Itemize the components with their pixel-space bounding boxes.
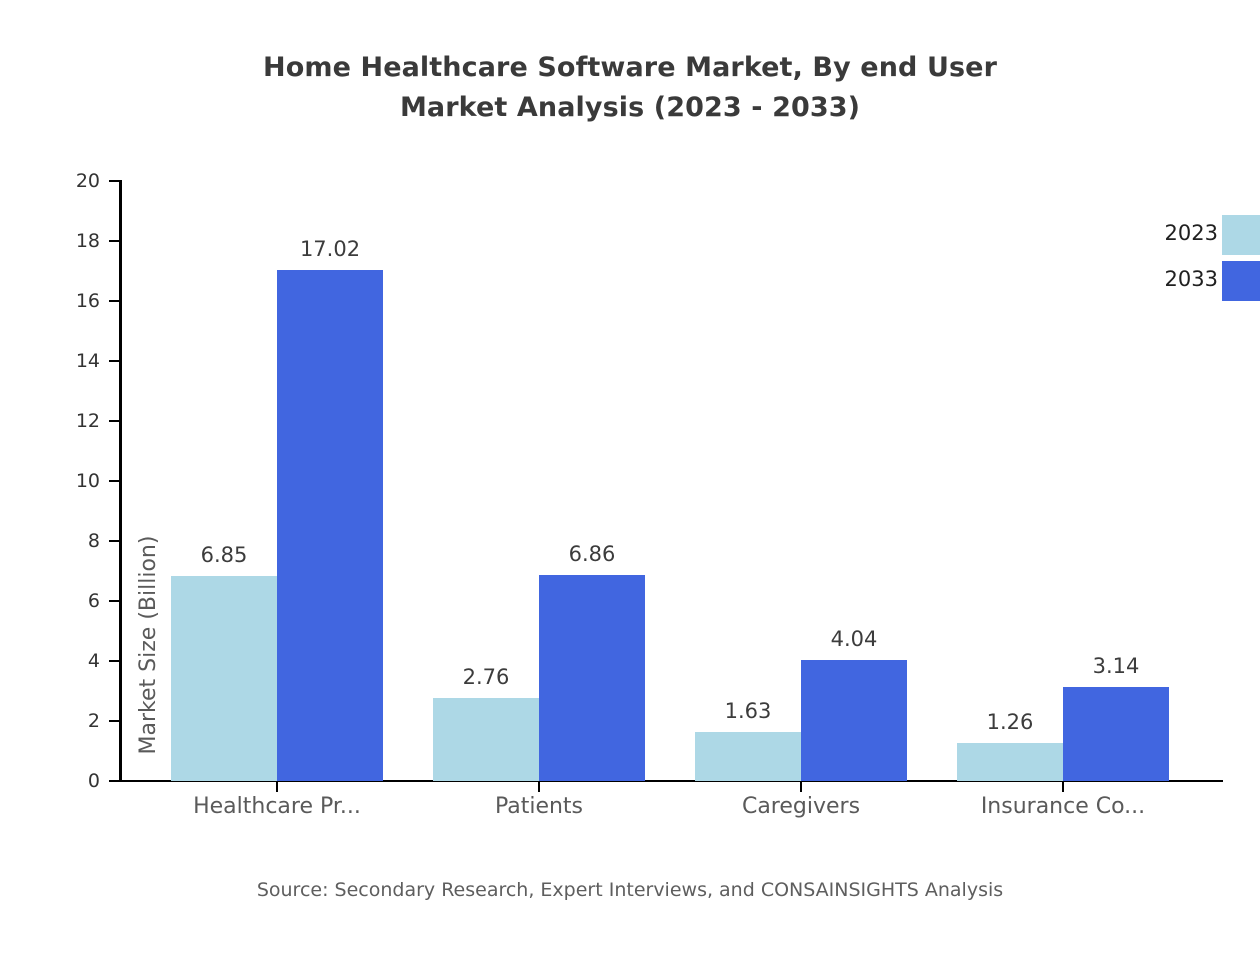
chart-legend: 2023 2033 xyxy=(1100,215,1260,305)
y-tick-label: 6 xyxy=(87,590,100,612)
y-tick-mark xyxy=(109,479,120,483)
bar-value-label-2023-2: 1.63 xyxy=(724,699,772,724)
legend-label-2033: 2033 xyxy=(1164,267,1218,291)
bar-value-label-2033-1: 6.86 xyxy=(568,542,616,567)
y-tick-mark xyxy=(109,419,120,423)
y-tick-mark xyxy=(109,179,120,183)
bar-value-label-2023-0: 6.85 xyxy=(200,542,248,567)
x-tick-label-3: Insurance Co... xyxy=(980,794,1146,819)
bar-2033-0[interactable] xyxy=(277,270,383,781)
y-tick-label: 8 xyxy=(87,530,100,552)
x-tick-label-1: Patients xyxy=(494,794,584,819)
chart-title-line-2: Market Analysis (2023 - 2033) xyxy=(399,92,861,123)
y-tick-mark xyxy=(109,719,120,723)
y-tick-mark xyxy=(109,599,120,603)
y-tick-label: 0 xyxy=(87,770,100,792)
legend-item-2033[interactable]: 2033 xyxy=(1100,261,1260,301)
x-tick-mark xyxy=(799,781,803,792)
x-tick-label-2: Caregivers xyxy=(741,794,861,819)
bar-2023-0[interactable] xyxy=(171,575,277,781)
bar-value-label-2023-3: 1.26 xyxy=(986,710,1034,735)
y-axis-line xyxy=(119,180,122,782)
y-tick-mark xyxy=(109,239,120,243)
bar-2023-2[interactable] xyxy=(695,732,801,781)
bar-value-label-2033-3: 3.14 xyxy=(1092,653,1140,678)
bar-value-label-2033-2: 4.04 xyxy=(830,626,878,651)
x-tick-mark xyxy=(1061,781,1065,792)
y-tick-mark xyxy=(109,359,120,363)
chart-title: Home Healthcare Software Market, By end … xyxy=(0,48,1260,128)
y-tick-label: 2 xyxy=(87,710,100,732)
x-axis-line xyxy=(119,779,1223,783)
x-tick-mark xyxy=(537,781,541,792)
y-tick-label: 16 xyxy=(75,290,100,312)
chart-title-line-1: Home Healthcare Software Market, By end … xyxy=(263,52,997,83)
bar-2023-3[interactable] xyxy=(957,743,1063,781)
chart-figure: Home Healthcare Software Market, By end … xyxy=(0,48,1260,901)
y-tick-label: 12 xyxy=(75,410,100,432)
bar-value-label-2033-0: 17.02 xyxy=(299,237,361,262)
y-tick-label: 4 xyxy=(87,650,100,672)
plot-area: Market Size (Billion) xyxy=(121,181,1223,781)
bar-2033-2[interactable] xyxy=(801,659,907,781)
y-tick-mark xyxy=(109,299,120,303)
x-tick-mark xyxy=(275,781,279,792)
y-axis-label: Market Size (Billion) xyxy=(136,535,161,755)
y-tick-label: 20 xyxy=(75,170,100,192)
y-tick-label: 18 xyxy=(75,230,100,252)
bar-value-label-2023-1: 2.76 xyxy=(462,665,510,690)
y-tick-label: 10 xyxy=(75,470,100,492)
y-tick-mark xyxy=(109,659,120,663)
source-note: Source: Secondary Research, Expert Inter… xyxy=(256,879,1004,901)
y-tick-label: 14 xyxy=(75,350,100,372)
bar-2033-1[interactable] xyxy=(539,575,645,781)
legend-swatch-2023 xyxy=(1222,215,1260,255)
legend-item-2023[interactable]: 2023 xyxy=(1100,215,1260,255)
y-tick-mark xyxy=(109,779,120,783)
legend-label-2023: 2023 xyxy=(1164,221,1218,245)
y-tick-mark xyxy=(109,539,120,543)
bar-2023-1[interactable] xyxy=(433,698,539,781)
legend-swatch-2033 xyxy=(1222,261,1260,301)
bar-2033-3[interactable] xyxy=(1063,686,1169,781)
x-tick-label-0: Healthcare Pr... xyxy=(193,794,361,819)
